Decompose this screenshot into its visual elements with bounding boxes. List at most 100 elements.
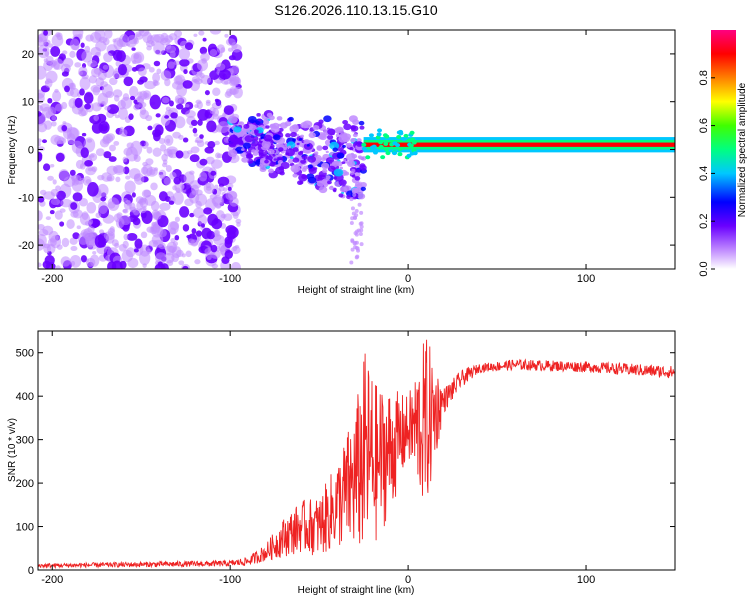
spectrogram-noise-blob xyxy=(62,57,74,68)
spectrogram-noise-blob xyxy=(115,114,120,119)
spectrogram-noise-blob xyxy=(153,212,162,220)
spectrogram-noise-blob xyxy=(168,200,175,205)
spectrogram-transition-blob xyxy=(287,145,292,149)
spectrogram-transition-blob xyxy=(286,141,296,149)
spectrogram-noise-blob xyxy=(58,169,70,181)
snr-frame xyxy=(37,330,676,571)
spectrogram-noise-blob xyxy=(127,257,139,269)
y-tick-label: -20 xyxy=(18,240,34,252)
spectrogram-transition-blob xyxy=(228,134,239,143)
spectrogram-transition-blob xyxy=(296,142,300,146)
spectrogram-transition-blob xyxy=(359,163,366,169)
colorbar-scale xyxy=(711,30,736,269)
spectrogram-noise-blob xyxy=(120,214,131,226)
spectrogram-carrier-line xyxy=(363,142,675,147)
spectrogram-transition-blob xyxy=(338,193,344,198)
spectrogram-transition-blob xyxy=(322,168,328,173)
spectrogram-transition-blob xyxy=(349,260,354,265)
spectrogram-transition-blob xyxy=(267,168,274,174)
y-tick-label: 100 xyxy=(16,522,34,534)
spectrogram-noise-blob xyxy=(182,265,189,269)
x-tick-label: -200 xyxy=(41,273,63,285)
spectrogram-transition-blob xyxy=(316,180,325,187)
spectrogram-noise-blob xyxy=(149,94,162,110)
spectrogram-noise-blob xyxy=(126,43,131,47)
spectrogram-transition-blob xyxy=(325,175,331,180)
snr-y-label: SNR (10 * v/v) xyxy=(7,418,18,482)
spectrogram-carrier-blob xyxy=(410,137,416,142)
spectrogram-noise-blob xyxy=(193,33,198,38)
spectrogram-noise-blob xyxy=(122,240,129,249)
y-tick-label: 200 xyxy=(16,478,34,490)
spectrogram-noise-blob xyxy=(194,259,201,265)
spectrogram-noise-blob xyxy=(174,216,180,223)
spectrogram-noise-blob xyxy=(64,85,70,93)
spectrogram-transition-blob xyxy=(343,171,350,176)
spectrogram-noise-blob xyxy=(57,137,67,145)
spectrogram-transition-blob xyxy=(326,134,334,140)
spectrogram-transition-blob xyxy=(339,186,348,193)
spectrogram-noise-blob xyxy=(217,176,230,187)
spectrogram-noise-blob xyxy=(152,147,162,157)
y-tick-label: 500 xyxy=(16,348,34,360)
spectrogram-transition-blob xyxy=(306,144,310,147)
spectrogram-noise-blob xyxy=(109,77,118,86)
spectrogram-noise-blob xyxy=(218,69,231,80)
spectrogram-noise-blob xyxy=(113,213,122,223)
spectrogram-transition-blob xyxy=(356,228,361,233)
spectrogram-noise-blob xyxy=(103,151,112,159)
spectrogram-noise-blob xyxy=(56,190,66,201)
spectrogram-noise-blob xyxy=(114,242,120,249)
spectrogram-noise-blob xyxy=(98,121,110,134)
x-tick-label: -100 xyxy=(219,273,241,285)
spectrogram-noise-blob xyxy=(38,234,47,247)
spectrogram-noise-blob xyxy=(167,61,175,69)
spectrogram-transition-blob xyxy=(313,167,318,170)
spectrogram-noise-blob xyxy=(173,75,183,85)
spectrogram-noise-blob xyxy=(38,262,42,268)
spectrogram-noise-blob xyxy=(190,146,200,154)
spectrogram-noise-blob xyxy=(220,47,226,53)
spectrogram-noise-blob xyxy=(99,229,105,234)
spectrogram-transition-blob xyxy=(338,179,347,186)
spectrogram-transition-blob xyxy=(302,165,308,170)
spectrogram-transition-blob xyxy=(349,220,354,225)
spectrogram-transition-blob xyxy=(325,157,335,164)
spectrogram-noise-blob xyxy=(81,50,93,63)
chart-title: S126.2026.110.13.15.G10 xyxy=(274,2,437,18)
spectrogram-transition-blob xyxy=(318,186,328,194)
spectrogram-transition-blob xyxy=(355,246,360,251)
spectrogram-noise-blob xyxy=(165,45,177,54)
spectrogram-noise-blob xyxy=(227,190,238,200)
colorbar-tick-label: 0.6 xyxy=(698,118,710,133)
spectrogram-noise-blob xyxy=(179,59,190,67)
spectrogram-transition-blob xyxy=(267,148,275,155)
spectrogram-carrier-blob xyxy=(376,132,382,137)
spectrogram-noise-blob xyxy=(169,221,180,231)
spectrogram-carrier-blob xyxy=(361,146,367,151)
spectrogram-transition-blob xyxy=(321,162,330,170)
spectrogram-noise-blob xyxy=(120,96,132,109)
spectrogram-transition-blob xyxy=(241,148,245,152)
spectrogram-noise-blob xyxy=(79,88,85,96)
spectrogram-carrier-blob xyxy=(371,144,377,149)
spectrogram-carrier-blob xyxy=(380,155,386,160)
x-tick-label: -200 xyxy=(41,574,63,586)
spectrogram-noise-blob xyxy=(236,221,241,227)
spectrogram-transition-blob xyxy=(307,176,317,184)
spectrogram-carrier-blob xyxy=(365,155,371,160)
spectrogram-noise-blob xyxy=(214,140,220,146)
spectrogram-transition-blob xyxy=(307,155,317,163)
spectrogram-noise-blob xyxy=(144,80,156,90)
spectrogram-carrier-blob xyxy=(409,130,415,135)
spectrogram-noise-blob xyxy=(143,92,150,99)
spectrogram-transition-blob xyxy=(350,247,355,252)
spectrogram-transition-blob xyxy=(342,144,346,148)
spectrogram-noise-blob xyxy=(38,210,43,222)
spectrogram-noise-blob xyxy=(186,234,192,239)
spectrogram-noise-blob xyxy=(43,243,50,249)
spectrogram-noise-blob xyxy=(80,147,89,159)
spectrogram-carrier-blob xyxy=(391,151,397,156)
spectrogram-noise-blob xyxy=(104,105,111,111)
spectrogram-noise-blob xyxy=(200,74,212,85)
